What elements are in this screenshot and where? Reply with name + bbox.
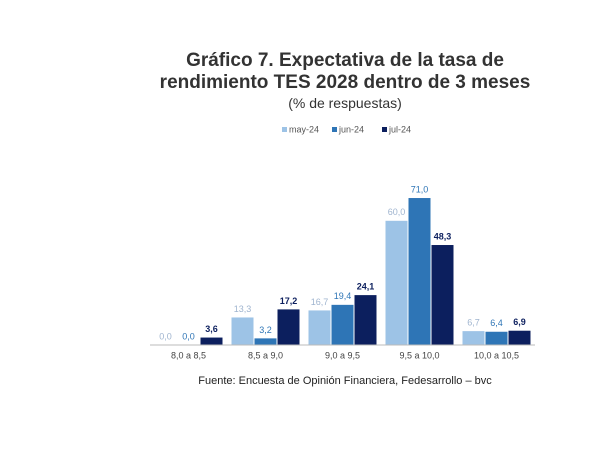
value-label: 3,6	[205, 324, 218, 334]
bar	[485, 331, 508, 345]
value-label: 19,4	[334, 291, 352, 301]
value-label: 6,7	[467, 318, 480, 328]
chart-subtitle: (% de respuestas)	[288, 95, 402, 111]
bar	[462, 331, 485, 345]
x-tick-label: 10,0 a 10,5	[474, 350, 519, 360]
x-tick-label: 9,5 a 10,0	[399, 350, 439, 360]
bar	[508, 330, 531, 345]
value-label: 3,2	[259, 325, 272, 335]
value-label: 16,7	[311, 297, 329, 307]
value-label: 17,2	[280, 296, 298, 306]
legend-swatch	[382, 127, 387, 132]
legend-label: jun-24	[338, 124, 364, 134]
value-label: 24,1	[357, 281, 375, 291]
bar	[200, 337, 223, 345]
value-label: 0,0	[159, 331, 172, 341]
source: Fuente: Encuesta de Opinión Financiera, …	[198, 375, 492, 387]
value-label: 0,0	[182, 331, 195, 341]
value-label: 60,0	[388, 207, 406, 217]
bar	[354, 295, 377, 345]
bar	[277, 309, 300, 345]
value-label: 71,0	[411, 184, 429, 194]
legend-swatch	[332, 127, 337, 132]
legend-label: may-24	[289, 124, 319, 134]
bar	[385, 220, 408, 345]
legend-label: jul-24	[388, 124, 411, 134]
chart-title: Gráfico 7. Expectativa de la tasa de ren…	[159, 50, 531, 93]
bar	[331, 304, 354, 345]
x-tick-label: 9,0 a 9,5	[325, 350, 360, 360]
legend-swatch	[282, 127, 287, 132]
bar	[231, 317, 254, 345]
bar	[431, 245, 454, 345]
value-label: 13,3	[234, 304, 252, 314]
value-label: 6,9	[513, 317, 526, 327]
x-tick-label: 8,0 a 8,5	[171, 350, 206, 360]
value-label: 48,3	[434, 231, 452, 241]
bar	[408, 198, 431, 345]
x-tick-label: 8,5 a 9,0	[248, 350, 283, 360]
bar	[308, 310, 331, 345]
bar	[254, 338, 277, 345]
value-label: 6,4	[490, 318, 503, 328]
